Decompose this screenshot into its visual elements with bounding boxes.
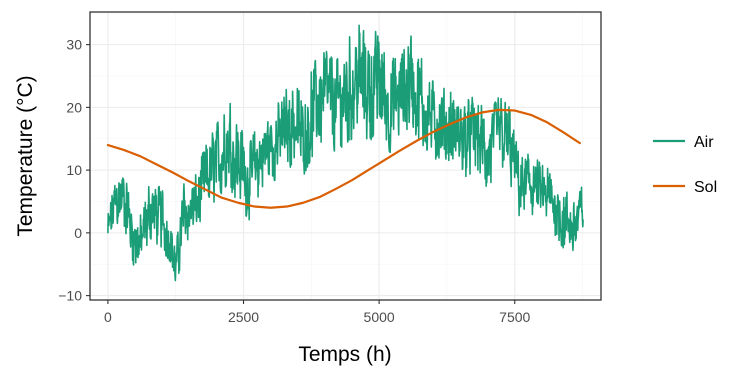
series-line-sol (106, 108, 581, 209)
x-tick-label: 0 (104, 309, 112, 325)
y-tick-label: −10 (58, 288, 82, 304)
y-tick-label: 30 (66, 37, 82, 53)
minor-gridlines (90, 12, 601, 300)
legend-label-sol: Sol (694, 179, 717, 196)
y-axis-title: Temperature (°C) (14, 75, 37, 236)
x-tick-label: 5000 (364, 309, 395, 325)
y-tick-label: 20 (66, 99, 82, 115)
x-axis-title: Temps (h) (298, 343, 391, 366)
series-lines (106, 24, 584, 282)
legend: Air Sol (653, 134, 717, 196)
plot-panel (90, 12, 601, 300)
y-tick-label: 10 (66, 162, 82, 178)
x-tick-label: 2500 (228, 309, 259, 325)
panel-border (89, 11, 602, 301)
y-axis-ticks: −10 0 10 20 30 (58, 37, 90, 304)
legend-label-air: Air (694, 134, 714, 151)
x-tick-label: 7500 (499, 309, 530, 325)
x-axis-ticks: 0 2500 5000 7500 (104, 300, 531, 325)
series-line-air (107, 24, 584, 282)
y-tick-label: 0 (74, 225, 82, 241)
